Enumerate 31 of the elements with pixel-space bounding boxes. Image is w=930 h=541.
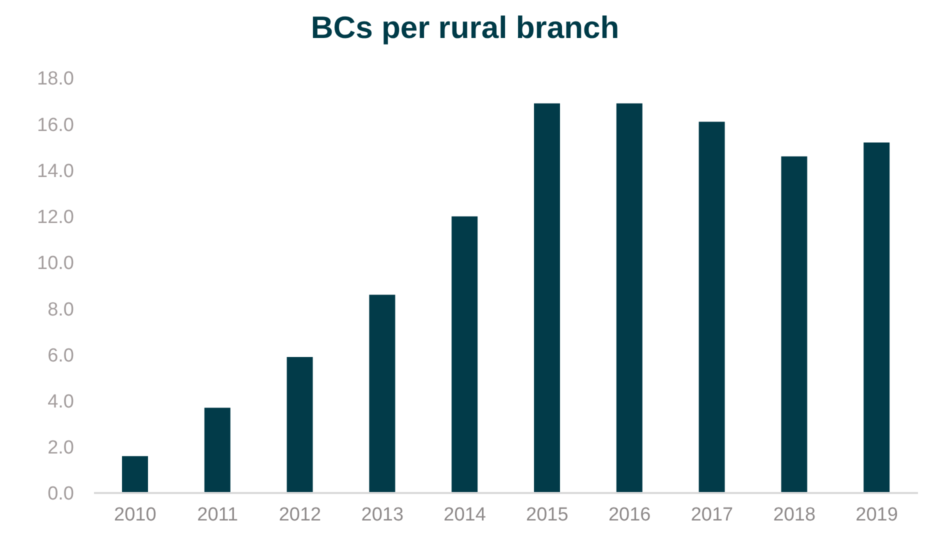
y-tick-label: 16.0: [37, 114, 74, 136]
y-tick-label: 10.0: [37, 253, 74, 274]
bar: [204, 408, 230, 493]
y-tick-label: 12.0: [37, 207, 74, 228]
bar: [534, 103, 560, 493]
bar: [286, 356, 313, 493]
x-tick-label: 2015: [526, 504, 568, 526]
y-tick-label: 4.0: [48, 392, 74, 413]
x-tick-label: 2010: [114, 504, 156, 526]
y-tick-label: 2.0: [48, 438, 74, 459]
x-tick-label: 2018: [773, 504, 816, 526]
bar: [781, 156, 808, 493]
x-tick-label: 2014: [444, 504, 486, 526]
y-tick-label: 0.0: [48, 484, 74, 505]
bar: [864, 142, 890, 493]
chart-title: BCs per rural branch: [310, 9, 620, 47]
x-tick-label: 2016: [608, 504, 651, 526]
x-tick-label: 2011: [197, 504, 238, 526]
x-tick-label: 2019: [856, 504, 898, 526]
bar: [369, 294, 396, 493]
bar: [616, 103, 642, 493]
y-tick-label: 8.0: [48, 299, 74, 320]
x-tick-label: 2013: [361, 504, 404, 526]
bar: [452, 216, 478, 493]
bar: [698, 122, 725, 493]
y-tick-label: 14.0: [37, 160, 74, 182]
x-tick-label: 2017: [690, 504, 734, 526]
y-tick-label: 18.0: [37, 68, 74, 90]
y-tick-label: 6.0: [48, 345, 74, 366]
x-tick-label: 2012: [278, 504, 322, 526]
bar: [122, 456, 148, 493]
